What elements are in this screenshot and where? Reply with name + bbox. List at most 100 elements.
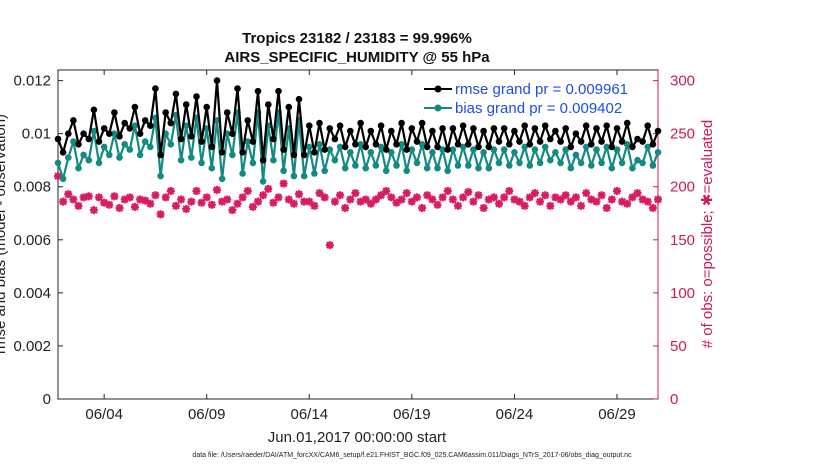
bias-point (608, 164, 616, 172)
obs-count-point (74, 201, 83, 210)
bias-point (167, 141, 175, 148)
chart-title-line2: AIRS_SPECIFIC_HUMIDITY @ 55 hPa (224, 49, 490, 66)
rmse-point (116, 133, 123, 140)
rmse-point (618, 138, 626, 145)
rmse-point (495, 138, 503, 145)
obs-count-point (279, 179, 288, 188)
legend: rmse grand pr = 0.009961 bias grand pr =… (424, 81, 628, 117)
obs-count-point (356, 197, 365, 206)
x-tick-label: 06/19 (393, 406, 431, 423)
bias-point (623, 141, 631, 148)
obs-count-point (223, 195, 232, 204)
obs-count-point (105, 200, 114, 209)
bias-point (75, 164, 82, 172)
rmse-point (506, 141, 513, 148)
obs-count-point (269, 198, 278, 207)
rmse-point (526, 141, 534, 148)
bias-point (59, 175, 67, 183)
rmse-point (449, 125, 457, 132)
rmse-point (521, 122, 528, 129)
rmse-point (285, 103, 293, 111)
obs-count-point (228, 206, 237, 215)
rmse-point (100, 125, 108, 132)
rmse-point (475, 143, 482, 151)
obs-count-point (464, 188, 473, 197)
obs-count-point (325, 241, 334, 250)
obs-count-point (115, 203, 124, 212)
rmse-point (629, 143, 636, 151)
bias-point (357, 141, 364, 148)
rmse-point (552, 127, 559, 135)
obs-count-point (602, 203, 611, 212)
bias-point (536, 159, 544, 167)
rmse-point (249, 138, 257, 145)
rmse-point (490, 125, 498, 132)
obs-count-point (654, 195, 662, 204)
obs-count-point (238, 193, 247, 202)
rmse-point (367, 127, 375, 135)
obs-count-point (546, 201, 555, 210)
obs-count-point (315, 189, 324, 198)
rmse-point (623, 119, 631, 127)
bias-point (306, 143, 313, 151)
rmse-point (162, 109, 169, 116)
bias-point (136, 151, 144, 159)
bias-point (54, 159, 62, 167)
rmse-point (234, 85, 241, 92)
obs-count-point (541, 191, 550, 200)
rmse-point (444, 146, 452, 153)
bias-point (613, 146, 621, 153)
y-tick-right-label: 150 (670, 232, 695, 249)
bias-point (259, 178, 267, 185)
obs-count-point (633, 189, 642, 198)
rmse-point (634, 135, 641, 143)
rmse-point (275, 87, 282, 95)
obs-count-point (146, 199, 155, 208)
x-tick-label: 06/04 (85, 406, 123, 423)
rmse-point (603, 122, 610, 129)
rmse-point (536, 138, 544, 145)
obs-count-point (336, 191, 345, 200)
y-tick-left-label: 0.002 (13, 338, 51, 355)
y-tick-left-label: 0.008 (13, 179, 51, 196)
rmse-point (208, 143, 216, 151)
obs-count-point (495, 199, 504, 208)
x-axis: 06/04 06/09 06/14 06/19 06/24 06/29 (85, 70, 636, 423)
rmse-point (106, 130, 113, 137)
obs-count-point (54, 172, 62, 181)
rmse-point (136, 130, 144, 137)
obs-count-point (412, 193, 421, 202)
obs-count-point (130, 202, 139, 211)
bias-point (531, 146, 539, 153)
y-tick-right-label: 200 (670, 179, 695, 196)
x-axis-label: Jun.01,2017 00:00:00 start (268, 429, 447, 446)
rmse-point (572, 130, 580, 137)
rmse-point (613, 125, 621, 132)
obs-count-point (289, 199, 298, 208)
rmse-point (270, 135, 277, 143)
bias-point (557, 159, 564, 167)
bias-point (367, 149, 375, 156)
obs-count-point (536, 197, 545, 206)
rmse-point (352, 141, 359, 148)
rmse-point (321, 146, 329, 153)
obs-count-point (520, 201, 529, 210)
obs-count-point (156, 210, 165, 219)
bias-point (654, 149, 662, 156)
bias-point (177, 156, 185, 164)
obs-count-point (489, 193, 498, 202)
rmse-point (608, 143, 616, 151)
footer-data-file: data file: /Users/raeder/DAI/ATM_forcXX/… (192, 452, 632, 459)
bias-point (470, 146, 477, 153)
rmse-point (300, 151, 308, 159)
rmse-point (341, 143, 349, 151)
obs-count-point (166, 186, 175, 195)
bias-point (208, 164, 216, 172)
rmse-point (126, 125, 134, 132)
rmse-point (644, 122, 651, 129)
bias-point (280, 167, 287, 175)
rmse-point (470, 125, 477, 132)
obs-count-point (577, 201, 586, 210)
bias-point (634, 156, 641, 164)
obs-count-point (341, 203, 350, 212)
